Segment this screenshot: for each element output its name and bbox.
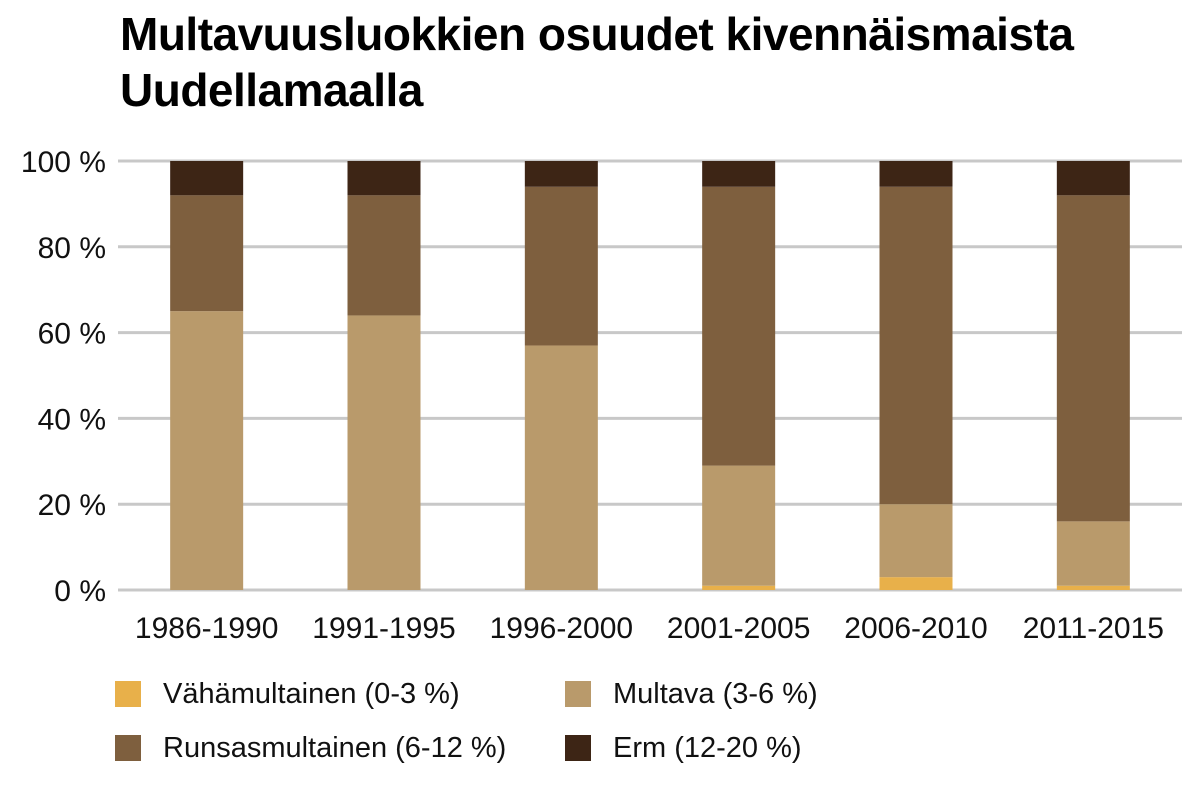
x-tick-label: 2006-2010	[844, 612, 987, 645]
bar-segment-1996-2000-series-2	[524, 186, 598, 346]
legend-item-vahamultainen: Vähämultainen (0-3 %)	[115, 674, 460, 714]
bar-stack-2011-2015	[1056, 161, 1130, 590]
bar-segment-2006-2010-series-0	[879, 577, 953, 590]
legend-swatch-vahamultainen	[115, 681, 141, 707]
bar-segment-1986-1990-series-2	[170, 195, 244, 312]
bar-segment-2011-2015-series-2	[1056, 195, 1130, 522]
bar-segment-2006-2010-series-1	[879, 504, 953, 578]
bar-segment-2011-2015-series-0	[1056, 585, 1130, 590]
legend-swatch-multava	[565, 681, 591, 707]
y-tick-label: 0 %	[54, 575, 106, 608]
x-tick-label: 1986-1990	[135, 612, 278, 645]
bar-stack-1996-2000	[524, 161, 598, 590]
y-tick-label: 60 %	[38, 318, 106, 351]
legend-label-multava: Multava (3-6 %)	[613, 677, 818, 710]
legend-item-erm: Erm (12-20 %)	[565, 728, 802, 768]
legend-item-runsasmultainen: Runsasmultainen (6-12 %)	[115, 728, 506, 768]
chart-title-line-2: Uudellamaalla	[120, 64, 423, 116]
bars	[170, 161, 1130, 590]
bar-stack-1986-1990	[170, 161, 244, 590]
chart-title: Multavuusluokkien osuudet kivennäismaist…	[120, 6, 1180, 118]
y-tick-label: 100 %	[21, 146, 106, 179]
bar-segment-1996-2000-series-3	[524, 161, 598, 187]
bar-segment-2001-2005-series-3	[702, 161, 776, 187]
bar-stack-1991-1995	[347, 161, 421, 590]
legend-label-runsasmultainen: Runsasmultainen (6-12 %)	[163, 731, 507, 764]
x-axis-tick-labels: 1986-1990 1991-1995 1996-2000 2001-2005 2006…	[135, 612, 1164, 645]
x-tick-label: 2011-2015	[1023, 612, 1164, 645]
bar-stack-2006-2010	[879, 161, 953, 590]
bar-segment-2006-2010-series-3	[879, 161, 953, 187]
chart-title-line-1: Multavuusluokkien osuudet kivennäismaist…	[120, 8, 1074, 60]
bar-segment-2001-2005-series-2	[702, 186, 776, 466]
gridlines	[118, 159, 1182, 592]
bar-segment-2011-2015-series-3	[1056, 161, 1130, 196]
stacked-bar-chart: 0 % 20 % 40 % 60 % 80 % 100 % 1986-1990 1991-1…	[21, 146, 1182, 645]
legend-swatch-runsasmultainen	[115, 735, 141, 761]
legend-swatch-erm	[565, 735, 591, 761]
legend-label-erm: Erm (12-20 %)	[613, 731, 802, 764]
bar-stack-2001-2005	[702, 161, 776, 590]
legend: Vähämultainen (0-3 %) Multava (3-6 %) Ru…	[115, 672, 1115, 782]
legend-item-multava: Multava (3-6 %)	[565, 674, 818, 714]
bar-segment-2006-2010-series-2	[879, 186, 953, 505]
y-tick-label: 80 %	[38, 232, 106, 265]
bar-segment-1986-1990-series-1	[170, 311, 244, 590]
bar-segment-2011-2015-series-1	[1056, 521, 1130, 586]
y-tick-label: 20 %	[38, 489, 106, 522]
legend-label-vahamultainen: Vähämultainen (0-3 %)	[163, 677, 460, 710]
bar-segment-1991-1995-series-1	[347, 315, 421, 590]
y-tick-label: 40 %	[38, 403, 106, 436]
x-tick-label: 1991-1995	[312, 612, 455, 645]
bar-segment-1996-2000-series-1	[524, 345, 598, 590]
x-tick-label: 1996-2000	[490, 612, 633, 645]
y-axis-tick-labels: 0 % 20 % 40 % 60 % 80 % 100 %	[21, 146, 106, 608]
bar-segment-2001-2005-series-0	[702, 585, 776, 590]
x-tick-label: 2001-2005	[667, 612, 810, 645]
bar-segment-1986-1990-series-3	[170, 161, 244, 196]
bar-segment-1991-1995-series-3	[347, 161, 421, 196]
bar-segment-1991-1995-series-2	[347, 195, 421, 316]
bar-segment-2001-2005-series-1	[702, 465, 776, 586]
